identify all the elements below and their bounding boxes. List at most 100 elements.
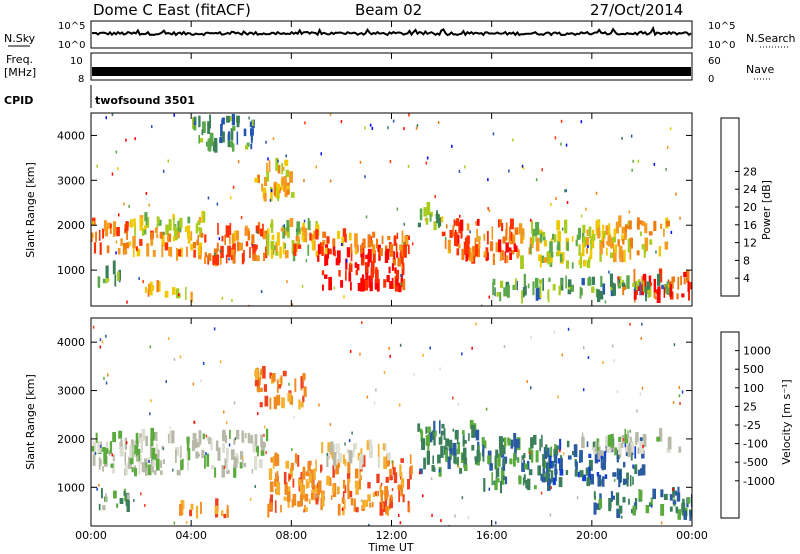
power-cell	[646, 281, 650, 290]
velocity-cell	[375, 388, 377, 392]
velocity-cell	[432, 455, 434, 465]
velocity-cell	[200, 501, 202, 515]
velocity-cell	[180, 500, 185, 510]
velocity-cell	[95, 432, 98, 444]
power-cell	[619, 276, 622, 286]
velocity-cell	[618, 436, 621, 442]
power-cell	[472, 246, 476, 259]
velocity-cell	[153, 454, 157, 461]
power-cell	[284, 159, 289, 166]
velocity-cell	[457, 442, 460, 454]
power-cell	[364, 175, 366, 179]
power-cell	[152, 250, 156, 257]
power-cell	[289, 218, 294, 227]
power-cell	[508, 247, 512, 252]
power-cell	[549, 241, 553, 253]
velocity-cell	[524, 463, 528, 470]
power-cell	[111, 113, 114, 117]
power-cell	[557, 230, 562, 242]
power-cell	[560, 279, 563, 286]
velocity-cell	[618, 505, 623, 514]
nsky-hi: 10^5	[58, 21, 85, 32]
velocity-cell	[634, 464, 638, 475]
nave-label: Nave	[746, 63, 774, 76]
velocity-cell	[637, 447, 640, 454]
velocity-cell	[616, 449, 619, 463]
velocity-cell	[293, 415, 295, 419]
velocity-cell	[172, 468, 174, 472]
velocity-colorbar-tick-label: 100	[743, 382, 764, 395]
power-cell	[315, 250, 319, 257]
power-cell	[291, 240, 295, 255]
power-cell	[395, 251, 399, 258]
velocity-cell	[637, 469, 640, 476]
power-cell	[571, 262, 574, 269]
velocity-cell	[342, 479, 346, 489]
velocity-cell	[422, 494, 424, 498]
velocity-cell	[522, 477, 525, 486]
power-cell	[557, 240, 560, 249]
velocity-cell	[352, 443, 356, 452]
velocity-cell	[302, 466, 306, 480]
power-cell	[348, 272, 352, 282]
velocity-cell	[617, 505, 619, 509]
power-cell	[599, 291, 604, 300]
nave-hi: 60	[708, 56, 721, 67]
velocity-cell	[247, 432, 251, 444]
power-cell	[391, 263, 394, 271]
power-cell	[582, 224, 586, 234]
velocity-cell	[367, 494, 371, 502]
power-cell	[266, 234, 270, 246]
power-cell	[369, 123, 372, 127]
velocity-cell	[567, 327, 570, 331]
velocity-cell	[389, 354, 391, 358]
power-cell	[106, 245, 110, 254]
velocity-cell	[362, 459, 364, 463]
velocity-cell	[399, 521, 402, 525]
power-cell	[566, 260, 569, 269]
power-cell	[394, 267, 397, 274]
velocity-cell	[272, 455, 275, 469]
power-cell	[270, 188, 273, 202]
velocity-cell	[398, 513, 400, 517]
velocity-cell	[681, 502, 685, 513]
power-cell	[221, 235, 224, 242]
power-cell	[480, 304, 483, 306]
power-cell	[371, 244, 376, 255]
velocity-cell	[338, 453, 342, 463]
power-cell	[374, 279, 379, 290]
velocity-cell	[677, 486, 680, 498]
velocity-cell	[400, 472, 403, 485]
power-cell	[393, 235, 397, 246]
velocity-cell	[101, 488, 103, 499]
velocity-cell	[258, 459, 263, 469]
power-cell	[550, 202, 552, 206]
velocity-cell	[351, 452, 355, 458]
velocity-cell	[349, 349, 352, 353]
xtick-label: 20:00	[576, 529, 608, 542]
velocity-cell	[102, 447, 106, 452]
power-cell	[125, 221, 129, 231]
power-cell	[283, 176, 287, 182]
velocity-cell	[274, 452, 278, 467]
velocity-cell	[230, 449, 235, 460]
velocity-cell	[311, 480, 314, 488]
velocity-cell	[681, 390, 684, 394]
velocity-cell	[376, 473, 380, 484]
power-cell	[565, 143, 568, 147]
power-cell	[370, 267, 374, 278]
power-cell	[402, 278, 406, 291]
velocity-cell	[463, 447, 467, 460]
velocity-cell	[214, 467, 217, 478]
power-cell	[379, 248, 383, 256]
power-cell	[355, 270, 358, 276]
velocity-cell	[399, 343, 402, 347]
power-cell	[383, 279, 387, 288]
power-cell	[664, 241, 669, 250]
velocity-cell	[687, 497, 691, 504]
velocity-cell	[537, 465, 541, 476]
velocity-cell	[244, 432, 247, 439]
power-cell	[313, 230, 315, 242]
power-cell	[265, 246, 268, 259]
velocity-cell	[677, 509, 681, 520]
